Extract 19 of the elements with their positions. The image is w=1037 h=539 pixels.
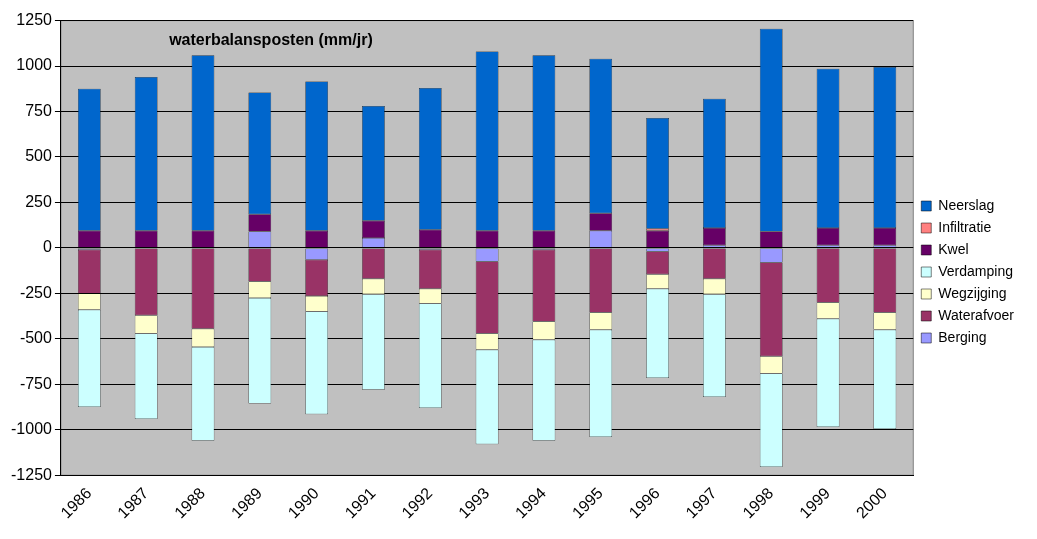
y-tick-label: 250 — [25, 192, 53, 210]
y-tick-label: 750 — [25, 101, 53, 119]
legend-label: Verdamping — [938, 262, 1013, 279]
legend-label: Kwel — [938, 240, 969, 257]
y-tick-label: 1000 — [16, 56, 53, 74]
y-tick-label: 500 — [25, 147, 53, 165]
y-tick-label: 1250 — [16, 11, 53, 29]
legend-label: Infiltratie — [938, 218, 992, 235]
y-tick-label: -1000 — [11, 420, 53, 438]
y-tick-label: -250 — [19, 283, 53, 301]
legend-label: Wegzijging — [938, 284, 1007, 301]
legend-label: Neerslag — [938, 196, 995, 213]
y-tick-label: 0 — [43, 238, 53, 256]
y-tick-label: -750 — [19, 374, 53, 392]
legend-label: Berging — [938, 328, 987, 345]
y-tick-label: -500 — [19, 329, 53, 347]
legend-label: Waterafvoer — [938, 306, 1015, 323]
text: waterbalansposten (mm/jr) — [168, 31, 373, 49]
y-tick-label: -1250 — [11, 465, 53, 483]
